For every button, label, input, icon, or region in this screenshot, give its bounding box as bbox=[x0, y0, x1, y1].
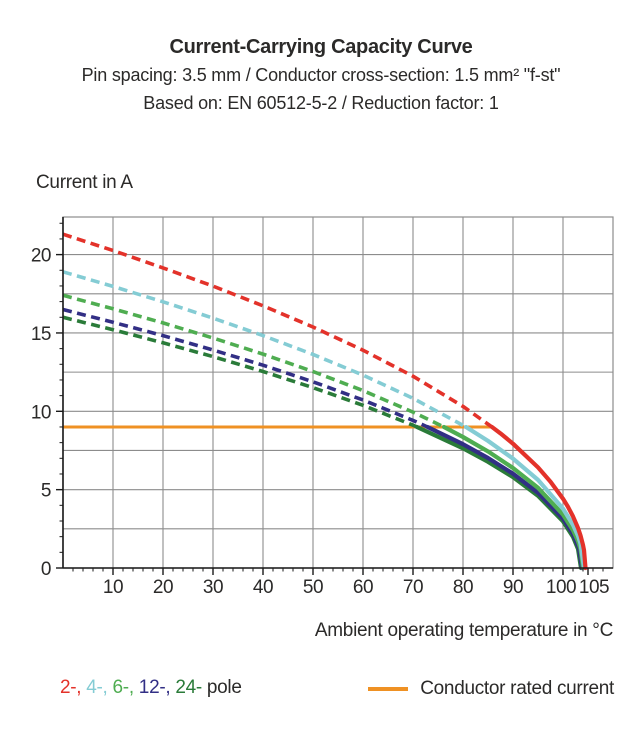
curve-dashed-4-pole bbox=[62, 270, 467, 429]
legend-rated-current: Conductor rated current bbox=[368, 675, 614, 703]
curve-dashed-24-pole bbox=[62, 315, 418, 429]
chart-subtitle-line1: Pin spacing: 3.5 mm / Conductor cross-se… bbox=[81, 65, 561, 85]
legend-pole-suffix: pole bbox=[201, 677, 242, 698]
legend: 2-, 4-, 6-, 12-, 24- pole Conductor rate… bbox=[0, 675, 642, 705]
y-tick-label: 20 bbox=[31, 246, 51, 267]
y-tick-label: 10 bbox=[31, 402, 51, 423]
curve-dashed-2-pole bbox=[62, 232, 494, 429]
legend-pole-item: 6-, bbox=[112, 677, 139, 698]
rated-current-label: Conductor rated current bbox=[420, 678, 614, 699]
x-tick-label: 10 bbox=[103, 577, 123, 598]
plot-border bbox=[62, 216, 614, 569]
chart-header: Current-Carrying Capacity Curve Pin spac… bbox=[0, 33, 642, 117]
curve-solid-2-pole bbox=[489, 424, 588, 571]
x-tick-label: 30 bbox=[203, 577, 223, 598]
curve-dashed-12-pole bbox=[62, 307, 429, 429]
legend-pole-item: 24- bbox=[175, 677, 202, 698]
y-tick-label: 0 bbox=[41, 559, 51, 580]
legend-pole-item: 2-, bbox=[60, 677, 87, 698]
x-tick-label: 105 bbox=[579, 577, 609, 598]
y-tick-label: 15 bbox=[31, 324, 51, 345]
x-tick-label: 50 bbox=[303, 577, 323, 598]
x-tick-label: 70 bbox=[403, 577, 423, 598]
x-tick-label: 80 bbox=[453, 577, 473, 598]
x-tick-label: 60 bbox=[353, 577, 373, 598]
chart-canvas: 10 20 30 40 50 60 70 80 90 100 105 0 5 10 15 20 bbox=[31, 216, 614, 598]
legend-poles: 2-, 4-, 6-, 12-, 24- pole bbox=[60, 677, 242, 699]
x-tick-label: 20 bbox=[153, 577, 173, 598]
x-tick-label: 90 bbox=[503, 577, 523, 598]
y-axis-title: Current in A bbox=[36, 172, 133, 193]
y-tick-label: 5 bbox=[41, 481, 51, 502]
legend-pole-item: 4-, bbox=[86, 677, 113, 698]
x-axis-title: Ambient operating temperature in °C bbox=[314, 620, 613, 641]
legend-pole-item: 12-, bbox=[138, 677, 176, 698]
chart-subtitle-line2: Based on: EN 60512-5-2 / Reduction facto… bbox=[143, 93, 499, 113]
chart-title: Current-Carrying Capacity Curve bbox=[169, 36, 473, 58]
curve-solid-12-pole bbox=[425, 424, 585, 571]
x-tick-label: 100 bbox=[546, 577, 576, 598]
curve-dashed-6-pole bbox=[62, 293, 445, 429]
x-tick-label: 40 bbox=[253, 577, 273, 598]
curve-solid-4-pole bbox=[463, 424, 587, 571]
rated-current-swatch bbox=[368, 687, 409, 691]
